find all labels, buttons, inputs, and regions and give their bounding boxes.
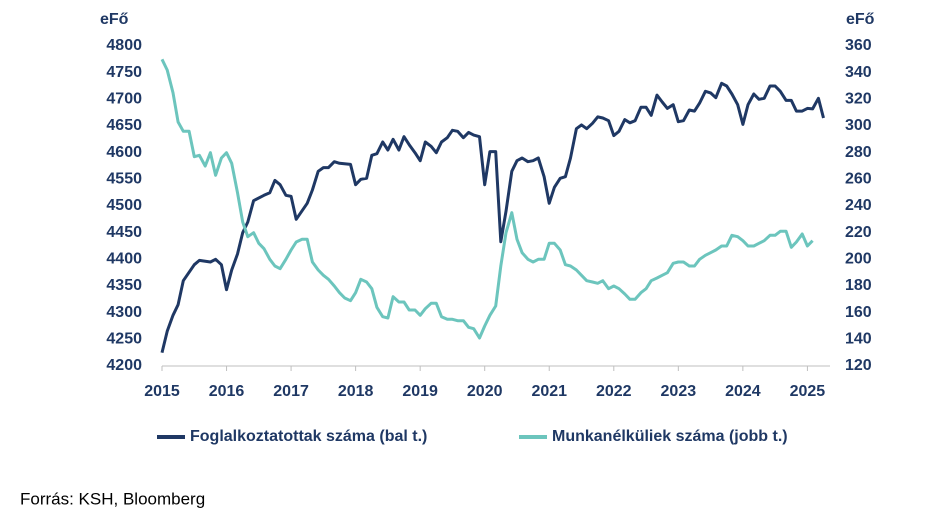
y-tick-label: 4600 [106, 144, 142, 161]
y2-tick-label: 220 [845, 224, 872, 241]
y-tick-label: 4350 [106, 277, 142, 294]
y2-tick-label: 160 [845, 304, 872, 321]
legend-label: Foglalkoztatottak száma (bal t.) [190, 428, 427, 445]
y2-tick-label: 200 [845, 251, 872, 268]
y-tick-label: 4800 [106, 37, 142, 54]
x-tick-label: 2022 [596, 383, 632, 400]
x-tick-label: 2023 [661, 383, 697, 400]
x-tick-label: 2024 [725, 383, 761, 400]
y-tick-label: 4300 [106, 304, 142, 321]
line-series [160, 81, 825, 354]
y-tick-label: 4450 [106, 224, 142, 241]
y2-tick-label: 280 [845, 144, 872, 161]
source: Forrás: KSH, Bloomberg [20, 489, 205, 508]
y-tick-label: 4250 [106, 331, 142, 348]
y2-tick-label: 260 [845, 171, 872, 188]
x-tick-label: 2015 [144, 383, 180, 400]
y-tick-label: 4500 [106, 197, 142, 214]
x-tick-label: 2019 [402, 383, 438, 400]
legend-label: Munkanélküliek száma (jobb t.) [552, 428, 788, 445]
y2-tick-label: 240 [845, 197, 872, 214]
y-axis-label: eFő [100, 11, 129, 28]
y2-tick-label: 340 [845, 64, 872, 81]
x-tick-label: 2017 [273, 383, 309, 400]
line-series [160, 58, 814, 340]
y2-tick-label: 360 [845, 37, 872, 54]
y-tick-label: 4750 [106, 64, 142, 81]
y-tick-label: 4400 [106, 251, 142, 268]
y2-axis-label: eFő [846, 11, 875, 28]
y2-tick-label: 180 [845, 277, 872, 294]
x-tick-label: 2016 [209, 383, 245, 400]
x-tick-label: 2021 [531, 383, 567, 400]
x-tick-label: 2025 [790, 383, 826, 400]
y-tick-label: 4550 [106, 171, 142, 188]
y2-tick-label: 140 [845, 331, 872, 348]
y-tick-label: 4650 [106, 117, 142, 134]
y-tick-label: 4700 [106, 91, 142, 108]
y2-tick-label: 320 [845, 91, 872, 108]
x-tick-label: 2020 [467, 383, 503, 400]
y2-tick-label: 120 [845, 357, 872, 374]
y2-tick-label: 300 [845, 117, 872, 134]
x-tick-label: 2018 [338, 383, 374, 400]
y-tick-label: 4200 [106, 357, 142, 374]
